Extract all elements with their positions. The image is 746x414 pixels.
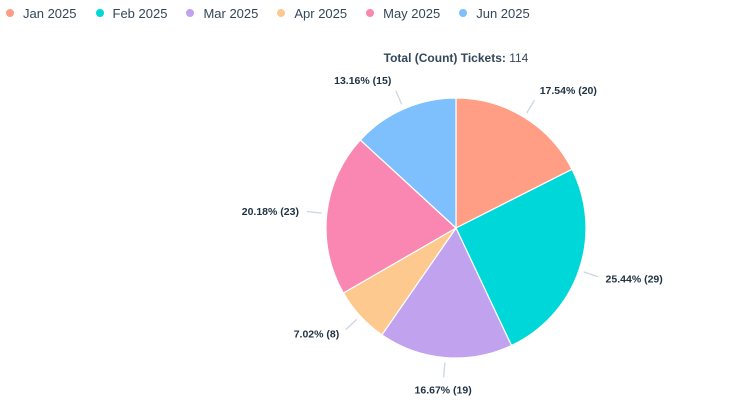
chart-summary: Total (Count) Tickets: 114	[0, 51, 746, 65]
legend-label: May 2025	[383, 5, 441, 21]
legend-label: Feb 2025	[112, 5, 168, 21]
label-connector	[442, 362, 446, 378]
label-connector	[583, 271, 599, 278]
legend-swatch	[95, 9, 104, 17]
legend-item[interactable]: Jun 2025	[459, 6, 530, 21]
label-connector	[395, 90, 403, 105]
legend-item[interactable]: Feb 2025	[95, 5, 168, 21]
pie-slice[interactable]	[455, 97, 573, 229]
pie-slice[interactable]	[359, 97, 457, 230]
label-connector	[306, 210, 322, 214]
label-connector	[345, 318, 358, 331]
pie-slices	[325, 97, 587, 359]
legend-label: Jan 2025	[23, 5, 77, 21]
data-label: 20.18% (23)	[242, 206, 299, 218]
pie-slice[interactable]	[325, 139, 458, 294]
legend-swatch	[366, 9, 375, 17]
summary-value: 114	[509, 51, 529, 65]
legend-swatch	[6, 9, 14, 17]
data-label: 13.16% (15)	[334, 75, 391, 87]
data-label: 17.54% (20)	[540, 85, 597, 97]
label-connector	[526, 99, 536, 114]
legend-label: Apr 2025	[294, 5, 348, 21]
legend-label: Mar 2025	[203, 5, 259, 21]
data-labels: 17.54% (20) 25.44% (29) 16.67% (19) 7.02% (…	[242, 75, 663, 396]
legend-item[interactable]: Mar 2025	[186, 6, 258, 21]
label-connectors	[306, 90, 599, 378]
legend-item[interactable]: Jan 2025	[6, 6, 77, 21]
data-label: 25.44% (29)	[606, 274, 663, 286]
pie-slice[interactable]	[381, 226, 513, 359]
chart-legend: Jan 2025 Feb 2025 Mar 2025 Apr 2025 May 2025…	[6, 4, 549, 22]
legend-item[interactable]: May 2025	[366, 6, 440, 21]
summary-label: Total (Count) Tickets:	[383, 51, 506, 65]
data-label: 16.67% (19)	[415, 384, 472, 396]
legend-label: Jun 2025	[476, 5, 530, 21]
legend-swatch	[186, 9, 195, 17]
legend-swatch	[277, 9, 286, 17]
legend-swatch	[459, 9, 468, 17]
data-label: 7.02% (8)	[294, 329, 340, 341]
pie-slice[interactable]	[455, 168, 587, 347]
legend-item[interactable]: Apr 2025	[277, 6, 347, 21]
